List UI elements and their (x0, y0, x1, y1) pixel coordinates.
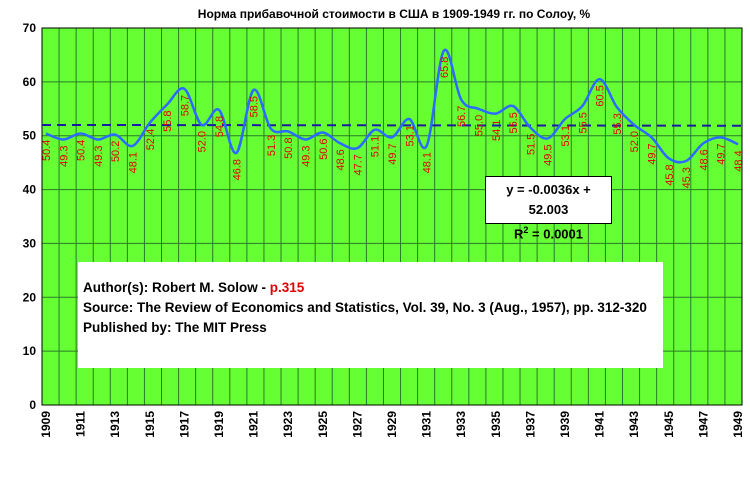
publisher-line: Published by: The MIT Press (83, 320, 267, 335)
data-label: 45.8 (664, 164, 676, 185)
data-label: 55.5 (508, 112, 520, 133)
y-tick-labels: 0 10 20 30 40 50 60 70 (23, 21, 37, 412)
x-tick-label: 1933 (454, 411, 468, 438)
data-label: 46.8 (231, 159, 243, 180)
r-squared-prefix: R (514, 226, 524, 242)
data-label: 58.5 (249, 96, 261, 117)
trendline (41, 123, 743, 127)
data-label: 49.3 (301, 145, 313, 166)
data-label: 50.4 (41, 140, 53, 161)
y-tick-label: 20 (23, 290, 37, 304)
axes (41, 27, 743, 406)
data-label: 55.5 (577, 112, 589, 133)
x-tick-label: 1927 (350, 411, 364, 438)
data-label: 48.1 (422, 152, 434, 173)
data-label: 53.1 (560, 125, 572, 146)
x-tick-label: 1931 (420, 411, 434, 438)
author-page-link[interactable]: p.315 (269, 280, 305, 295)
x-tick-label: 1949 (731, 411, 745, 438)
x-tick-label: 1937 (523, 411, 537, 438)
data-label: 56.7 (456, 106, 468, 127)
source-box: Author(s): Robert M. Solow - p.315 Sourc… (78, 262, 663, 368)
data-label: 48.4 (733, 150, 745, 171)
x-tick-label: 1939 (558, 411, 572, 438)
x-tick-label: 1909 (39, 411, 53, 438)
x-tick-label: 1911 (74, 411, 88, 437)
data-label: 65.8 (439, 57, 451, 78)
x-tick-label: 1935 (489, 411, 503, 438)
data-label: 52.0 (197, 131, 209, 152)
x-tick-label: 1947 (696, 411, 710, 438)
data-label: 49.3 (93, 145, 105, 166)
x-tick-label: 1925 (316, 411, 330, 438)
trend-equation-box: y = -0.0036x + 52.003 R2 = 0.0001 (485, 176, 612, 241)
data-label: 48.6 (335, 149, 347, 170)
author-line: Author(s): Robert M. Solow - p.315 (83, 278, 663, 298)
x-tick-label: 1913 (108, 411, 122, 438)
data-label: 47.7 (352, 154, 364, 175)
x-tick-label: 1917 (177, 411, 191, 438)
data-label: 52.0 (629, 131, 641, 152)
data-label: 55.8 (162, 110, 174, 131)
source-line: Source: The Review of Economics and Stat… (83, 300, 647, 315)
data-label: 45.3 (681, 167, 693, 188)
y-tick-label: 50 (23, 129, 37, 143)
data-label: 54.8 (214, 116, 226, 137)
author-text: Author(s): Robert M. Solow - (83, 280, 270, 295)
y-tick-label: 60 (23, 75, 37, 89)
chart-title: Норма прибавочной стоимости в США в 1909… (198, 7, 591, 21)
data-label: 53.1 (404, 125, 416, 146)
data-label: 60.5 (595, 85, 607, 106)
data-label: 49.7 (647, 143, 659, 164)
y-tick-label: 40 (23, 183, 37, 197)
data-label: 58.7 (179, 95, 191, 116)
plot-border (41, 27, 743, 406)
data-label: 51.3 (266, 135, 278, 156)
data-label: 52.4 (145, 129, 157, 150)
x-tick-label: 1941 (593, 411, 607, 438)
x-tick-label: 1915 (143, 411, 157, 438)
data-label: 55.0 (474, 115, 486, 136)
x-tick-label: 1945 (662, 411, 676, 438)
y-tick-label: 10 (23, 344, 37, 358)
x-tick-label: 1919 (212, 411, 226, 438)
series-line (45, 48, 739, 164)
data-labels: 50.4 49.3 50.4 49.3 50.2 48.1 52.4 55.8 58.7 52.0… (41, 57, 745, 189)
data-label: 55.3 (612, 113, 624, 134)
data-label: 50.6 (318, 138, 330, 159)
x-tick-label: 1929 (385, 411, 399, 438)
data-label: 50.8 (283, 137, 295, 158)
y-tick-label: 30 (23, 236, 37, 250)
data-label: 48.6 (698, 149, 710, 170)
data-label: 49.7 (716, 143, 728, 164)
y-tick-label: 0 (29, 398, 36, 412)
r-squared-value: = 0.0001 (528, 226, 583, 242)
data-label: 51.1 (370, 136, 382, 157)
y-tick-label: 70 (23, 21, 37, 35)
data-label: 50.2 (110, 141, 122, 162)
x-tick-label: 1943 (627, 411, 641, 438)
data-label: 49.7 (387, 143, 399, 164)
data-label: 50.4 (76, 140, 88, 161)
data-label: 48.1 (128, 152, 140, 173)
x-tick-labels: 1909 1911 1913 1915 1917 1919 1921 1923 1925 1927… (39, 411, 745, 438)
data-label: 54.1 (491, 120, 503, 141)
data-label: 49.3 (58, 145, 70, 166)
x-tick-label: 1923 (281, 411, 295, 438)
r-squared-exponent: 2 (523, 225, 529, 235)
x-tick-label: 1921 (247, 411, 261, 438)
data-label: 51.5 (525, 134, 537, 155)
r-squared: R2 = 0.0001 (486, 220, 611, 244)
trend-equation: y = -0.0036x + 52.003 (506, 182, 591, 217)
data-label: 49.5 (543, 144, 555, 165)
